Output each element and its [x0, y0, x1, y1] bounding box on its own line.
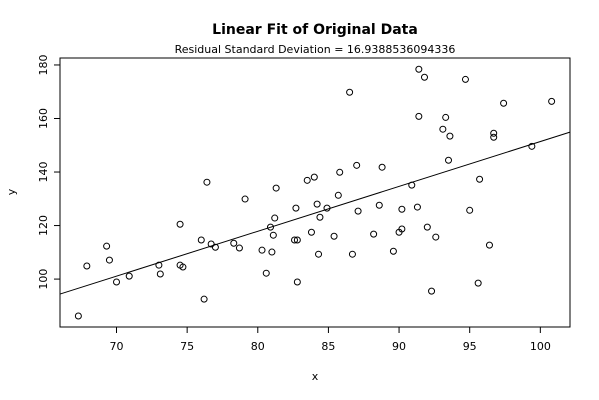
chart-title: Linear Fit of Original Data — [212, 22, 418, 38]
y-tick-label: 100 — [37, 269, 50, 290]
point — [445, 156, 453, 164]
x-axis-label: x — [312, 370, 319, 383]
point — [315, 250, 323, 258]
point — [439, 125, 447, 133]
point — [307, 228, 315, 236]
point — [179, 263, 187, 271]
point — [490, 129, 498, 137]
point — [432, 233, 440, 241]
point — [398, 225, 406, 233]
point — [203, 178, 211, 186]
x-tick-label: 85 — [321, 340, 335, 353]
point — [316, 213, 324, 221]
point — [500, 99, 508, 107]
x-tick-label: 70 — [110, 340, 124, 353]
point — [354, 207, 362, 215]
point — [83, 262, 91, 270]
point — [113, 278, 121, 286]
x-tick-label: 95 — [463, 340, 477, 353]
point — [197, 236, 205, 244]
y-tick-label: 120 — [37, 215, 50, 236]
point — [293, 278, 301, 286]
point — [310, 173, 318, 181]
x-tick-label: 100 — [530, 340, 551, 353]
point — [370, 230, 378, 238]
point — [490, 133, 498, 141]
point — [353, 161, 361, 169]
point — [466, 206, 474, 214]
x-tick-label: 90 — [392, 340, 406, 353]
point — [461, 75, 469, 83]
point — [303, 176, 311, 184]
point — [334, 191, 342, 199]
point — [415, 112, 423, 120]
y-tick-label: 140 — [37, 162, 50, 183]
y-tick-label: 160 — [37, 108, 50, 129]
point — [200, 295, 208, 303]
point — [389, 247, 397, 255]
point — [258, 246, 266, 254]
point — [235, 244, 243, 252]
point — [269, 231, 277, 239]
point — [268, 248, 276, 256]
point — [485, 241, 493, 249]
point — [293, 236, 301, 244]
plot-frame — [59, 57, 571, 328]
point — [415, 65, 423, 73]
y-axis-label: y — [5, 188, 18, 195]
point — [346, 88, 354, 96]
point — [420, 73, 428, 81]
point — [474, 279, 482, 287]
point — [74, 312, 82, 320]
point — [348, 250, 356, 258]
point — [292, 204, 300, 212]
point — [428, 287, 436, 295]
point — [313, 200, 321, 208]
point — [398, 205, 406, 213]
point — [446, 132, 454, 140]
point — [241, 195, 249, 203]
point — [103, 242, 111, 250]
point — [476, 175, 484, 183]
point — [272, 184, 280, 192]
point — [266, 223, 274, 231]
point — [413, 203, 421, 211]
fit-line — [59, 131, 571, 295]
point — [442, 113, 450, 121]
point — [262, 269, 270, 277]
point — [105, 256, 113, 264]
point — [230, 239, 238, 247]
point — [176, 220, 184, 228]
point — [378, 163, 386, 171]
point — [156, 270, 164, 278]
point — [330, 232, 338, 240]
point — [271, 214, 279, 222]
x-tick-label: 75 — [180, 340, 194, 353]
point — [291, 236, 299, 244]
point — [375, 201, 383, 209]
point — [423, 223, 431, 231]
point — [528, 142, 536, 150]
chart-subtitle: Residual Standard Deviation = 16.9388536… — [175, 43, 456, 56]
x-tick-label: 80 — [251, 340, 265, 353]
y-tick-label: 180 — [37, 54, 50, 75]
point — [125, 272, 133, 280]
point — [548, 97, 556, 105]
point — [336, 168, 344, 176]
